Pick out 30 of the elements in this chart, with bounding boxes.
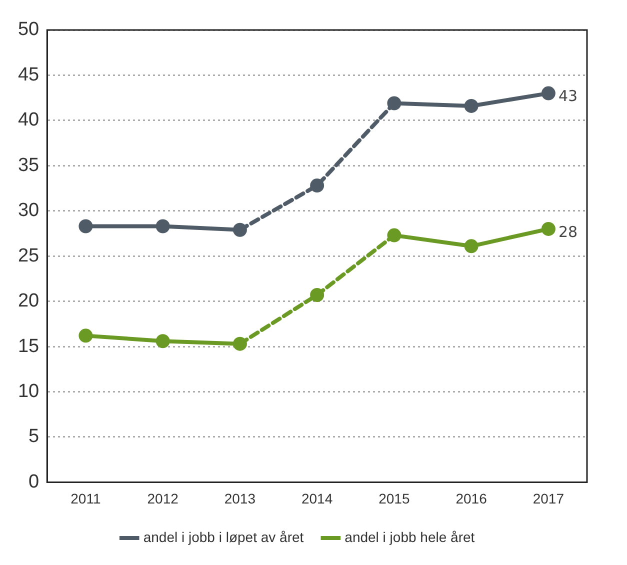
x-tick-label: 2011 (70, 490, 101, 506)
point (156, 219, 170, 234)
point (541, 222, 556, 236)
x-tick-label: 2012 (147, 490, 179, 506)
x-tick-label: 2015 (378, 490, 410, 506)
x-tick-label: 2014 (301, 490, 333, 506)
x-tick-label: 2013 (224, 490, 256, 506)
y-tick-label: 15 (18, 336, 40, 357)
y-tick-label: 35 (18, 154, 40, 176)
point (78, 219, 93, 234)
y-tick-label: 40 (18, 110, 40, 131)
x-tick-label: 2017 (532, 490, 564, 506)
y-tick-label: 30 (18, 200, 40, 222)
y-tick-label: 20 (18, 290, 40, 312)
y-tick-label: 45 (18, 64, 40, 86)
data-label: 28 (558, 222, 578, 241)
point (78, 328, 93, 343)
x-tick-label: 2016 (456, 490, 488, 506)
data-label: 43 (558, 87, 578, 106)
legend-label: andel i jobb hele året (344, 528, 475, 545)
point (156, 334, 170, 348)
point (464, 98, 478, 113)
point (541, 86, 556, 100)
y-tick-label: 50 (18, 19, 40, 40)
y-tick-label: 25 (18, 245, 40, 266)
point (464, 239, 478, 254)
y-tick-label: 10 (18, 380, 40, 402)
y-tick-label: 5 (28, 426, 40, 448)
legend-label: andel i jobb i løpet av året (143, 528, 304, 545)
y-tick-label: 0 (28, 471, 40, 492)
